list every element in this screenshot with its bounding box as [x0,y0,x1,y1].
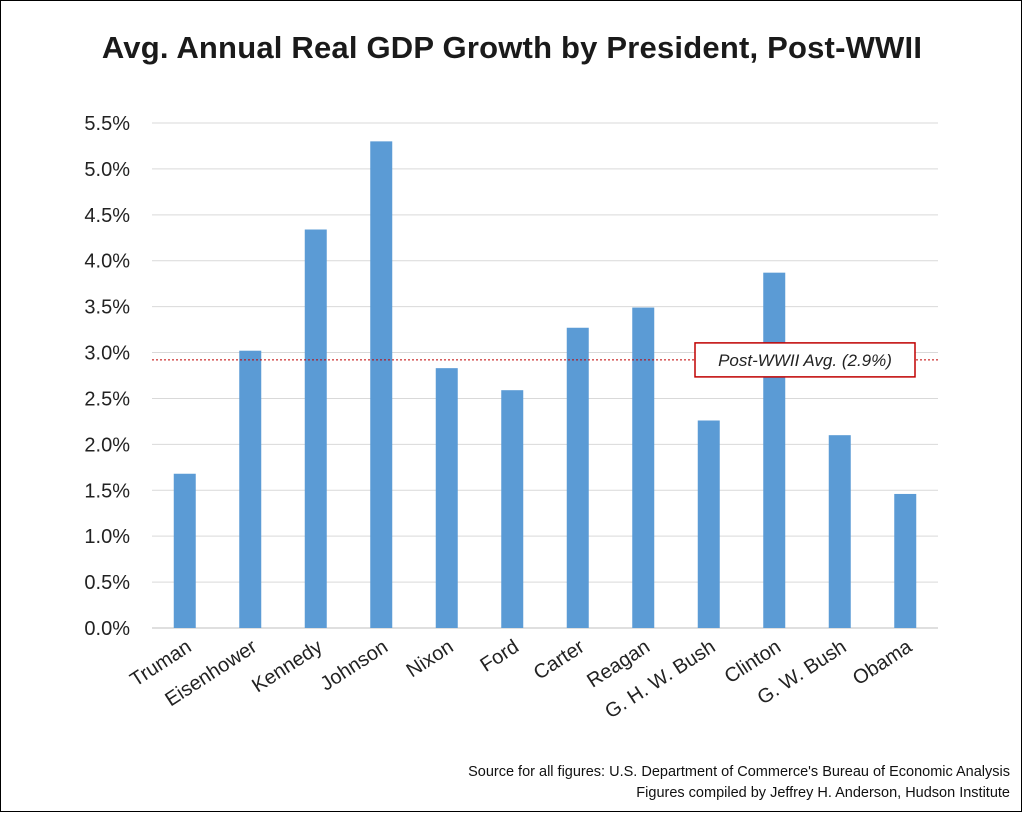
y-tick-label: 2.5% [84,388,130,410]
x-tick-label: Nixon [403,636,458,682]
x-tick-label: Kennedy [248,636,326,697]
y-tick-label: 3.0% [84,343,130,365]
y-tick-label: 0.5% [84,572,130,594]
x-tick-label: Ford [477,636,523,677]
average-label: Post-WWII Avg. (2.9%) [718,351,892,370]
bar [828,435,851,628]
bar [435,368,458,628]
y-tick-label: 1.0% [84,526,130,548]
bar [632,307,655,628]
y-tick-label: 1.5% [84,480,130,502]
bar [304,229,327,628]
y-tick-label: 4.5% [84,205,130,227]
bar [370,141,393,628]
bar [501,390,524,628]
bar [894,493,917,628]
bar [239,350,262,628]
y-tick-label: 5.5% [84,113,130,135]
x-tick-label: Carter [530,636,589,685]
average-label-box [694,342,916,378]
bar [173,473,196,628]
bar [566,327,589,628]
chart-title: Avg. Annual Real GDP Growth by President… [101,30,923,65]
y-tick-label: 4.0% [84,251,130,273]
x-tick-label: Obama [849,635,917,690]
credit-line: Figures compiled by Jeffrey H. Anderson,… [636,785,1010,801]
y-tick-label: 3.5% [84,297,130,319]
y-tick-label: 5.0% [84,159,130,181]
source-note: Source for all figures: U.S. Department … [468,762,1010,804]
x-tick-label: G. H. W. Bush [601,636,719,723]
x-tick-label: Johnson [317,636,392,696]
bar [763,272,786,628]
y-tick-label: 2.0% [84,434,130,456]
bar [697,420,720,628]
source-line: Source for all figures: U.S. Department … [468,764,1010,780]
y-tick-label: 0.0% [84,618,130,640]
